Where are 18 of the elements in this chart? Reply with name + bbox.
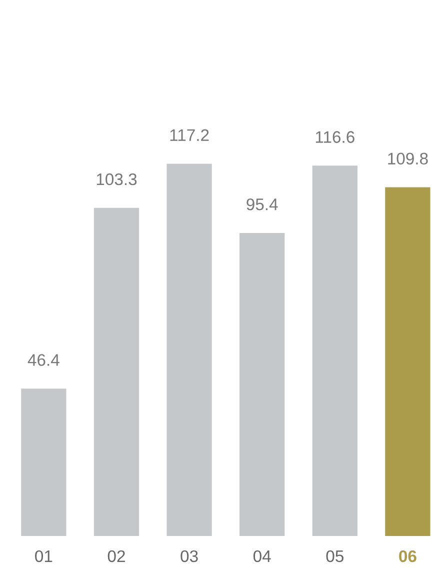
bar [385,187,430,536]
bar [312,166,358,536]
x-tick-label: 02 [108,550,125,562]
data-label: 46.4 [28,354,60,366]
bar [94,208,140,536]
data-label: 103.3 [96,173,137,186]
data-label: 95.4 [246,198,278,210]
data-label: 116.6 [316,131,354,143]
x-tick-label: 04 [253,550,271,562]
x-tick-label: 01 [35,550,52,562]
x-tick-label: 05 [326,550,344,562]
x-tick-label: 03 [180,550,198,562]
bar [21,388,66,536]
bar [166,164,212,536]
bar [240,233,285,536]
data-label: 117.2 [170,129,209,141]
data-label: 109.8 [388,152,428,165]
x-tick-label: 06 [399,550,416,562]
